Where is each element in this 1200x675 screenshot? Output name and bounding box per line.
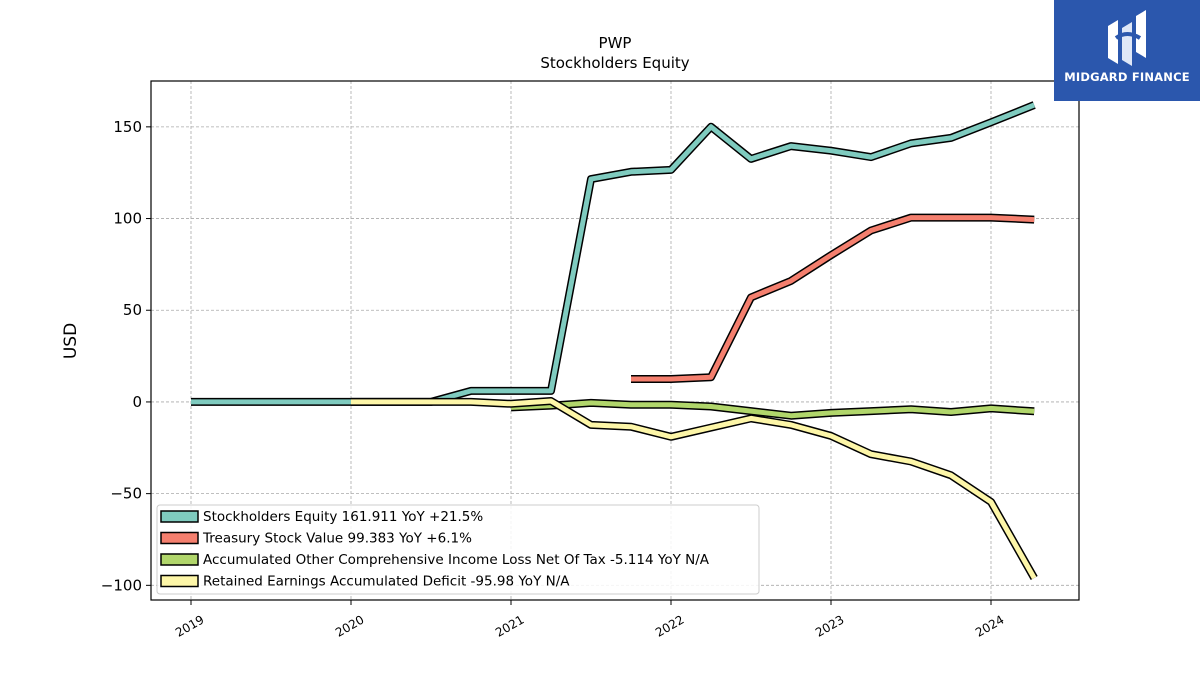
series-treasury-stock-value [631, 213, 1035, 383]
series-retained-earnings-accumulated-deficit [351, 397, 1038, 580]
y-tick-label: 150 [113, 118, 142, 136]
chart-subtitle: Stockholders Equity [540, 54, 689, 72]
x-tick-label: 2023 [813, 612, 846, 639]
series-line [631, 215, 1035, 382]
plot-frame [150, 80, 1080, 601]
y-axis-label: USD [61, 323, 81, 359]
legend-entry: Retained Earnings Accumulated Deficit -9… [203, 574, 570, 590]
y-tick-label: −50 [110, 485, 142, 503]
series-accumulated-other-comprehensive-income-loss-net-of-tax [510, 398, 1035, 420]
legend: Stockholders Equity 161.911 YoY +21.5% Tr… [156, 504, 760, 595]
x-tick-label: 2021 [493, 612, 526, 639]
x-tick-label: 2024 [973, 612, 1006, 639]
x-tick-label: 2020 [333, 612, 366, 639]
legend-entry: Accumulated Other Comprehensive Income L… [203, 552, 710, 568]
legend-swatch [160, 531, 199, 545]
series-stockholders-equity [191, 101, 1036, 406]
plot-title: PWP Stockholders Equity [540, 34, 689, 72]
y-tick-label: 50 [123, 301, 142, 319]
y-tick-label: 100 [113, 210, 142, 228]
x-axis-ticks: 2019 2020 2021 2022 2023 2024 [173, 600, 1007, 640]
series-line-outline [631, 213, 1035, 383]
x-tick-label: 2022 [653, 612, 686, 639]
legend-swatch [160, 574, 199, 588]
x-tick-label: 2019 [173, 612, 206, 639]
series-layer [191, 101, 1038, 580]
legend-box [156, 504, 760, 595]
y-tick-label: 0 [132, 393, 142, 411]
series-line [191, 102, 1036, 405]
series-line [510, 400, 1035, 419]
y-tick-label: −100 [101, 576, 142, 594]
legend-swatch [160, 510, 199, 523]
y-axis-ticks: −100 −50 0 50 100 150 [101, 118, 151, 594]
brand-logo: MIDGARD FINANCE [1054, 0, 1200, 101]
legend-entry: Stockholders Equity 161.911 YoY +21.5% [203, 509, 483, 525]
legend-entry: Treasury Stock Value 99.383 YoY +6.1% [202, 531, 472, 547]
midgard-logo-icon [1108, 10, 1146, 66]
chart-title: PWP [599, 34, 632, 52]
series-line-outline [191, 101, 1036, 406]
series-line [351, 398, 1037, 580]
legend-swatch [160, 553, 199, 566]
brand-name: MIDGARD FINANCE [1064, 70, 1190, 84]
